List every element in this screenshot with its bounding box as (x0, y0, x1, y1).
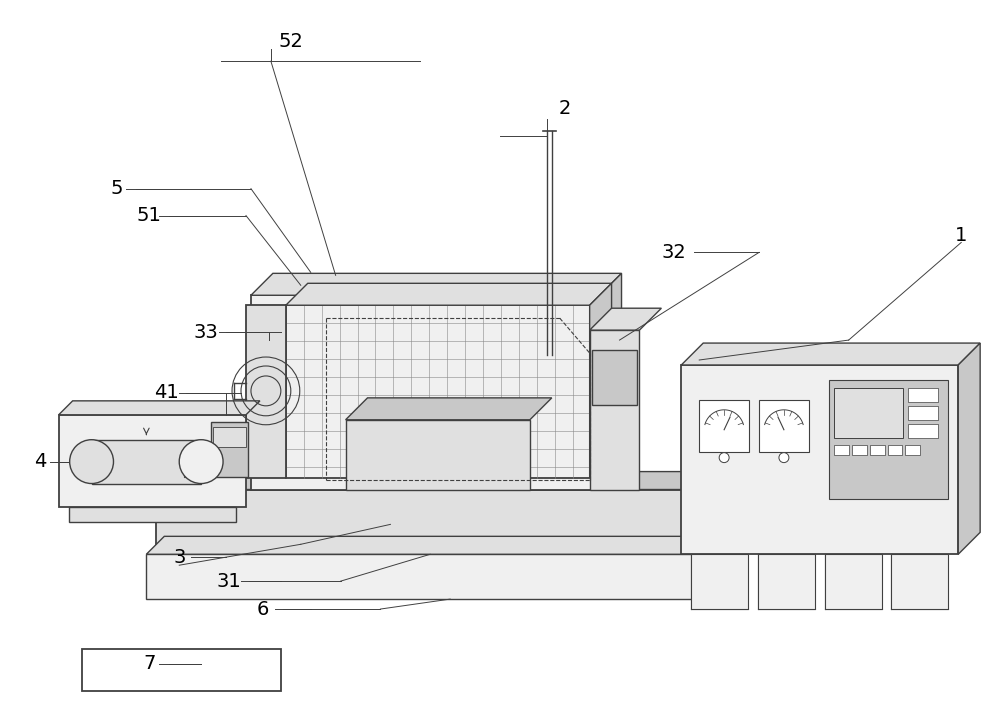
Bar (888, 445, 902, 455)
Polygon shape (346, 398, 552, 420)
Text: 33: 33 (194, 323, 219, 342)
Circle shape (779, 452, 789, 463)
Bar (834, 445, 849, 455)
Bar (691, 555, 748, 609)
Polygon shape (600, 274, 622, 489)
Bar (59, 415, 246, 508)
Text: 4: 4 (34, 452, 46, 471)
Bar (870, 445, 885, 455)
Bar (213, 426, 246, 447)
Polygon shape (251, 274, 622, 295)
Bar (246, 306, 286, 478)
Polygon shape (156, 471, 707, 489)
Bar (156, 489, 689, 555)
Polygon shape (681, 343, 980, 365)
Circle shape (719, 452, 729, 463)
Circle shape (179, 439, 223, 484)
Polygon shape (590, 308, 661, 330)
Bar (251, 295, 600, 489)
Text: 5: 5 (110, 179, 123, 198)
Bar (187, 452, 199, 470)
Bar (905, 445, 920, 455)
Text: 52: 52 (278, 32, 303, 51)
Bar (592, 350, 637, 405)
Bar (829, 380, 948, 500)
Bar (891, 555, 948, 609)
Bar (908, 388, 938, 402)
Bar (286, 306, 590, 478)
Polygon shape (146, 536, 757, 555)
Polygon shape (59, 401, 260, 415)
Bar (908, 406, 938, 420)
Polygon shape (958, 343, 980, 555)
Circle shape (70, 439, 113, 484)
Text: 31: 31 (217, 572, 241, 591)
Polygon shape (286, 283, 612, 306)
Bar (699, 400, 749, 452)
Bar (146, 555, 739, 599)
Bar (852, 445, 867, 455)
Text: 51: 51 (137, 206, 162, 225)
Bar (92, 439, 201, 484)
Bar (82, 649, 281, 691)
Polygon shape (590, 283, 612, 478)
Text: 6: 6 (257, 599, 269, 618)
Bar (825, 555, 882, 609)
Bar (184, 447, 204, 476)
Text: 1: 1 (955, 226, 967, 245)
Bar (681, 365, 958, 555)
Bar (759, 400, 809, 452)
Text: 41: 41 (154, 384, 179, 403)
Text: 32: 32 (662, 243, 687, 262)
Text: 3: 3 (173, 548, 185, 567)
Bar (590, 330, 639, 489)
Bar (908, 424, 938, 438)
Bar (346, 420, 530, 489)
Bar (211, 422, 248, 476)
Bar (834, 388, 903, 438)
Text: 2: 2 (559, 99, 571, 119)
Text: 7: 7 (143, 654, 156, 673)
Bar (758, 555, 815, 609)
Bar (69, 508, 236, 523)
